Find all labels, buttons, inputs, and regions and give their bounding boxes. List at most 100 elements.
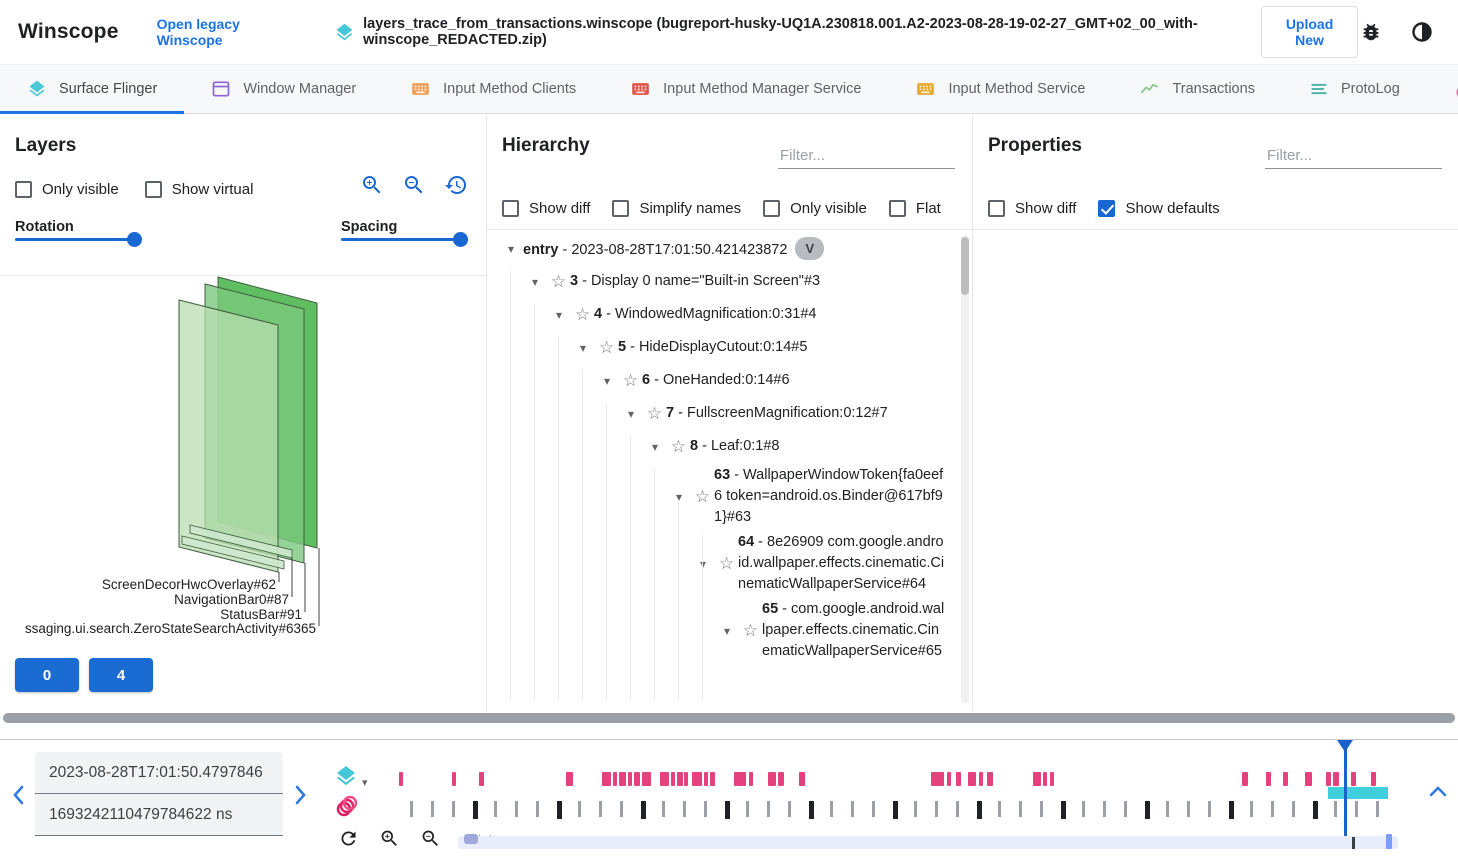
surfaceflinger-entry-tick xyxy=(1040,801,1043,817)
hierarchy-checkbox-show-diff[interactable]: Show diff xyxy=(502,200,590,217)
tab-transitions[interactable]: Transitions xyxy=(1427,65,1458,113)
pin-star-icon[interactable]: ☆ xyxy=(574,304,591,324)
transactions-trace-toggle-icon xyxy=(336,795,358,817)
zoom-in-icon[interactable] xyxy=(360,173,384,197)
hierarchy-scrollbar[interactable] xyxy=(961,235,969,703)
hierarchy-filter-input[interactable] xyxy=(778,143,955,169)
tree-node-6[interactable]: ▾ ☆ 6 - OneHanded:0:14#6 xyxy=(487,364,958,397)
layers-checkbox-only-visible[interactable]: Only visible xyxy=(15,181,119,198)
tree-node-63[interactable]: ▾ ☆ 63 - WallpaperWindowToken{fa0eef6 toke… xyxy=(487,463,958,530)
collapse-arrow-icon[interactable]: ▾ xyxy=(555,307,563,322)
tab-input-method-clients[interactable]: Input Method Clients xyxy=(383,65,603,113)
collapse-arrow-icon[interactable]: ▾ xyxy=(675,489,683,504)
timeline-zoom-out-icon[interactable] xyxy=(420,828,441,849)
timeline-cursor[interactable] xyxy=(1344,740,1347,839)
pin-star-icon[interactable]: ☆ xyxy=(670,436,687,456)
layers-checkbox-show-virtual[interactable]: Show virtual xyxy=(144,181,253,198)
collapse-arrow-icon[interactable]: ▾ xyxy=(627,406,635,421)
tree-node-3[interactable]: ▾ ☆ 3 - Display 0 name="Built-in Screen"#3 xyxy=(487,265,958,298)
tab-label: Transactions xyxy=(1172,81,1255,97)
timestamp-human-field[interactable]: 2023-08-28T17:01:50.4797846 xyxy=(35,752,283,794)
node-label: 4 - WindowedMagnification:0:31#4 xyxy=(594,306,817,322)
tree-node-8[interactable]: ▾ ☆ 8 - Leaf:0:1#8 xyxy=(487,430,958,463)
upload-new-button[interactable]: Upload New xyxy=(1261,6,1358,58)
timeline-zoom-range-track[interactable] xyxy=(458,836,1398,849)
timeline-zoom-in-icon[interactable] xyxy=(379,828,400,849)
checkbox-box[interactable] xyxy=(502,200,519,217)
report-bug-icon[interactable] xyxy=(1360,21,1382,43)
layer-rects-3d-view[interactable]: ScreenDecorHwcOverlay#62NavigationBar0#8… xyxy=(0,276,486,661)
display-button-0[interactable]: 0 xyxy=(15,658,79,692)
collapse-arrow-icon[interactable]: ▾ xyxy=(507,241,515,256)
collapse-arrow-icon[interactable]: ▾ xyxy=(699,556,707,571)
hierarchy-checkbox-simplify-names[interactable]: Simplify names xyxy=(612,200,741,217)
tree-node-64[interactable]: ▾ ☆ 64 - 8e26909 com.google.android.wallpa… xyxy=(487,530,958,597)
checkbox-box[interactable] xyxy=(888,200,906,217)
checkbox-box[interactable] xyxy=(612,200,630,217)
collapse-arrow-icon[interactable]: ▾ xyxy=(531,274,539,289)
collapse-arrow-icon[interactable]: ▾ xyxy=(651,439,659,454)
tab-input-method-manager-service[interactable]: Input Method Manager Service xyxy=(603,65,888,113)
tree-node-4[interactable]: ▾ ☆ 4 - WindowedMagnification:0:31#4 xyxy=(487,298,958,331)
surfaceflinger-entry-tick xyxy=(1124,801,1127,817)
hierarchy-checkbox-flat[interactable]: Flat xyxy=(888,200,941,217)
tab-window-manager[interactable]: Window Manager xyxy=(184,65,383,113)
zoom-out-icon[interactable] xyxy=(402,173,426,197)
tab-label: Surface Flinger xyxy=(59,81,158,97)
pin-star-icon[interactable]: ☆ xyxy=(622,370,639,390)
tab-transactions[interactable]: Transactions xyxy=(1112,65,1281,113)
open-legacy-winscope-link[interactable]: Open legacy Winscope xyxy=(156,16,240,48)
tree-node-5[interactable]: ▾ ☆ 5 - HideDisplayCutout:0:14#5 xyxy=(487,331,958,364)
tab-input-method-service[interactable]: Input Method Service xyxy=(888,65,1112,113)
collapse-arrow-icon[interactable]: ▾ xyxy=(579,340,587,355)
active-traces-selector[interactable]: ▾ xyxy=(334,764,368,818)
tab-protolog[interactable]: ProtoLog xyxy=(1282,65,1427,113)
checkbox-box[interactable] xyxy=(763,200,781,217)
pin-star-icon[interactable]: ☆ xyxy=(694,486,711,506)
tree-guide-line xyxy=(702,535,703,701)
spacing-slider-thumb[interactable] xyxy=(453,232,468,247)
horizontal-scrollbar[interactable] xyxy=(3,713,1455,723)
tree-node-7[interactable]: ▾ ☆ 7 - FullscreenMagnification:0:12#7 xyxy=(487,397,958,430)
collapse-arrow-icon[interactable]: ▾ xyxy=(723,623,731,638)
surfaceflinger-entry-tick xyxy=(788,801,791,817)
rotation-slider-thumb[interactable] xyxy=(127,232,142,247)
timeline-cursor-head[interactable] xyxy=(1337,740,1353,752)
collapse-timeline-button[interactable] xyxy=(1428,784,1448,798)
pin-star-icon[interactable]: ☆ xyxy=(646,403,663,423)
surfaceflinger-entry-tick xyxy=(1187,801,1190,817)
properties-filter-input[interactable] xyxy=(1265,143,1442,169)
tab-surface-flinger[interactable]: Surface Flinger xyxy=(0,65,185,114)
pin-star-icon[interactable]: ☆ xyxy=(742,620,759,640)
layers-icon xyxy=(27,79,47,99)
next-entry-button[interactable] xyxy=(291,784,309,806)
transaction-mark xyxy=(987,772,993,786)
checkbox-box[interactable] xyxy=(1098,200,1116,217)
checkbox-box[interactable] xyxy=(988,200,1005,217)
collapse-arrow-icon[interactable]: ▾ xyxy=(603,373,611,388)
tree-node-65[interactable]: ▾ ☆ 65 - com.google.android.wallpaper.effe… xyxy=(487,597,958,664)
tree-guide-line xyxy=(630,436,631,701)
previous-entry-button[interactable] xyxy=(10,784,28,806)
pin-star-icon[interactable]: ☆ xyxy=(550,271,567,291)
checkbox-box[interactable] xyxy=(144,181,162,198)
properties-checkbox-show-defaults[interactable]: Show defaults xyxy=(1098,200,1220,217)
surfaceflinger-entry-tick xyxy=(998,801,1001,817)
surfaceflinger-entry-tick xyxy=(1292,801,1295,817)
timestamp-ns-field[interactable]: 1693242110479784622 ns xyxy=(35,794,283,836)
transaction-mark xyxy=(619,772,626,786)
rotation-slider[interactable] xyxy=(15,232,142,247)
tree-node-entry[interactable]: ▾ entry - 2023-08-28T17:01:50.421423872 V xyxy=(487,232,958,265)
checkbox-box[interactable] xyxy=(15,181,32,198)
display-button-4[interactable]: 4 xyxy=(89,658,153,692)
timeline-zoom-range-knob[interactable] xyxy=(464,834,478,844)
traces-dropdown-caret[interactable]: ▾ xyxy=(362,777,368,789)
pin-star-icon[interactable]: ☆ xyxy=(718,553,735,573)
dark-mode-toggle-icon[interactable] xyxy=(1410,20,1434,44)
reset-view-icon[interactable] xyxy=(444,173,468,197)
hierarchy-checkbox-only-visible[interactable]: Only visible xyxy=(763,200,867,217)
spacing-slider[interactable] xyxy=(341,232,468,247)
pin-star-icon[interactable]: ☆ xyxy=(598,337,615,357)
properties-checkbox-show-diff[interactable]: Show diff xyxy=(988,200,1076,217)
refresh-icon[interactable] xyxy=(338,828,359,849)
